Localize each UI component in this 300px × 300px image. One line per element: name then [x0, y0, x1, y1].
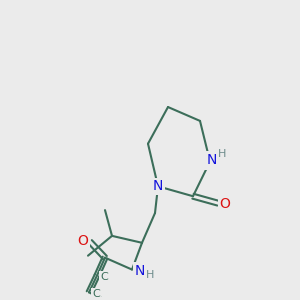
Text: N: N [205, 154, 215, 169]
Text: O: O [220, 197, 230, 211]
Text: O: O [78, 234, 88, 248]
Text: C: C [92, 289, 100, 299]
Text: N: N [207, 153, 217, 166]
Text: H: H [218, 148, 226, 159]
Text: H: H [146, 269, 154, 280]
Text: N: N [153, 179, 163, 193]
Text: C: C [100, 272, 108, 283]
Text: N: N [135, 264, 145, 278]
